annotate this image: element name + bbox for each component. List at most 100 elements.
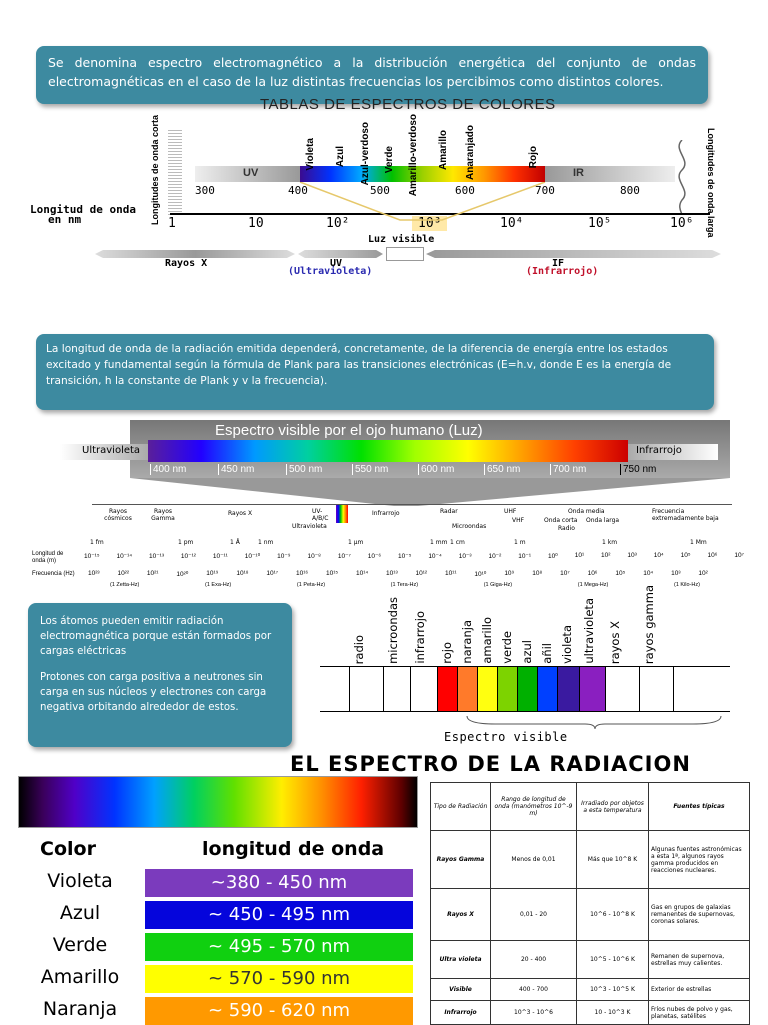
cell-rango: 20 - 400 [490,940,577,979]
cell-fuentes: Remanen de supernova, estrellas muy cali… [648,940,750,979]
cell-fuentes: Gas en grupos de galaxias remanentes de … [648,888,750,941]
short-wave-hatch [168,130,182,215]
visible-arrow [386,247,424,261]
cat-radio: Radio [558,525,575,532]
cat-rayos-x: Rayos X [228,510,253,517]
wavelength-range-naranja: ~ 590 - 620 nm [145,997,413,1025]
color-spectrum-strip [18,776,418,828]
cell-rango: 0,01 - 20 [490,888,577,941]
nm-label-650: 650 nm [484,464,520,475]
frequency-value: 10²⁰ [176,571,189,578]
wavelength-value: 10⁻⁶ [367,553,382,560]
ir-band: IR [545,166,675,182]
color-name-naranja: Naranja [42,998,118,1020]
nm-label-400: 400 nm [150,464,186,475]
wavelength-value: 10³ [627,552,637,559]
frequency-unit: (1 Zetta-Hz) [110,582,140,588]
unit-pm: 1 pm [178,539,194,546]
cell-temperatura: 10^6 - 10^8 K [576,888,649,941]
spectrum-label-microondas: microondas [386,597,400,664]
wavelength-value: 10⁻⁷ [337,553,351,560]
spectrum-cell-amarillo [478,667,498,711]
frequency-value: 10¹⁰ [474,571,487,578]
visible-spectrum-title: Espectro visible por el ojo humano (Luz) [215,422,483,439]
frequency-unit: (1 Tera-Hz) [390,582,419,588]
cell-fuentes: Exterior de estrellas [648,978,750,1001]
cell-fuentes: Fríos nubes de polvo y gas, planetas, sa… [648,1000,750,1025]
spectrum-label-infrarrojo: infrarrojo [413,611,427,664]
cat-frecuencia-baja: Frecuencia extremadamente baja [652,508,719,522]
frequency-value: 10⁸ [532,570,543,577]
spectrum-diagram-3: radio microondas infrarrojo rojo naranja amar… [320,585,730,750]
cat-rayos-gamma: Rayos Gamma [151,508,175,522]
frequency-value: 10²¹ [146,570,159,577]
color-label-rojo: Rojo [528,146,539,169]
wavelength-value: 10⁻² [488,553,502,560]
spectrum-cell-azul [518,667,538,711]
unit-km: 1 km [602,539,618,546]
uv-arrow [298,250,383,258]
frequency-value: 10¹⁶ [296,570,309,577]
uv-full-label: (Ultravioleta) [288,266,373,277]
frequency-value: 10¹³ [386,570,398,577]
spectrum-label-radio: radio [352,634,366,664]
wavelength-range-violeta: ~380 - 450 nm [145,869,413,897]
frequency-row: 10²³ 10²² 10²¹ 10²⁰ 10¹⁹ 10¹⁸ 10¹⁷ 10¹⁶ 10¹⁵ 10¹⁴… [88,570,708,582]
frequency-value: 10⁵ [615,570,626,577]
zoom-funnel [299,182,546,221]
wavelength-value: 10⁻¹⁰ [244,553,261,560]
intro-text: Se denomina espectro electromagnético a … [48,55,696,89]
uv-band: UV [195,166,300,182]
ir-arrow [426,250,721,258]
nm-label-600: 600 nm [418,464,454,475]
power-10-2: 10² [326,216,350,231]
intro-callout: Se denomina espectro electromagnético a … [36,46,708,104]
cell-temperatura: Más que 10^8 K [576,830,649,889]
cat-uhf: UHF [504,508,517,515]
axis-label-line2: en nm [48,213,82,226]
ir-band-label: IR [573,167,584,179]
visible-gradient-bar [148,440,628,462]
frequency-value: 10⁹ [504,570,515,577]
cell-temperatura: 10 - 10^3 K [576,1000,649,1025]
unit-angstrom: 1 Å [230,539,240,546]
frequency-unit: (1 Mega-Hz) [577,582,609,588]
hdr-fuentes: Fuentes típicas [648,782,750,831]
spectrum-cell-rayos-gamma [640,667,674,711]
wavelength-value: 10² [601,552,611,559]
spectrum-cell-ultravioleta [580,667,606,711]
atoms-text-1: Los átomos pueden emitir radiación elect… [40,616,272,657]
power-10-5: 10⁵ [588,216,612,231]
hdr-tipo: Tipo de Radiación [430,782,491,831]
short-wave-label: Longitudes de onda corta [150,114,160,225]
cell-rango: 10^3 - 10^6 [490,1000,577,1025]
wavelength-value: 10⁶ [707,552,718,559]
cat-infrarrojo: Infrarrojo [372,510,400,517]
power-10: 10 [248,216,264,231]
color-name-verde: Verde [52,934,108,956]
radiation-row: Ultra violeta 20 - 400 10^5 - 10^6 K Remane… [430,940,750,979]
radiation-row: Rayos Gamma Menos de 0,01 Más que 10^8 K Al… [430,830,750,889]
color-label-anaranjado: Anaranjado [465,125,476,181]
spectrum-label-rayos-gamma: rayos gamma [642,584,656,664]
ir-full-label: (Infrarrojo) [526,266,599,277]
nm-label-700: 700 nm [550,464,586,475]
spectrum-cell-blank [320,667,350,711]
uv-side [60,444,148,460]
uv-label: UV [330,258,343,269]
cat-rayos-cosmicos: Rayos cósmicos [104,508,132,522]
colors-table: Color longitud de onda Violeta ~380 - 450… [0,836,430,1025]
spectrum-label-violeta: violeta [560,625,574,664]
cat-radar: Radar [440,508,458,515]
em-categories-row: Rayos cósmicos Rayos Gamma Rayos X UV- A… [92,504,732,536]
frequency-value: 10²² [117,570,130,577]
cat-onda-corta: Onda corta [544,517,578,524]
long-wave-label: Longitudes de onda larga [706,128,716,238]
hdr-temperatura: Irradiado por objetos a esta temperatura [576,782,649,831]
visible-caption: Espectro visible [444,730,568,744]
color-name-amarillo: Amarillo [40,966,120,988]
long-wave-wave-icon [678,140,686,215]
cell-rango: 400 - 700 [490,978,577,1001]
frequency-value: 10¹⁷ [266,570,279,577]
frequency-unit: (1 Peta-Hz) [296,582,326,588]
